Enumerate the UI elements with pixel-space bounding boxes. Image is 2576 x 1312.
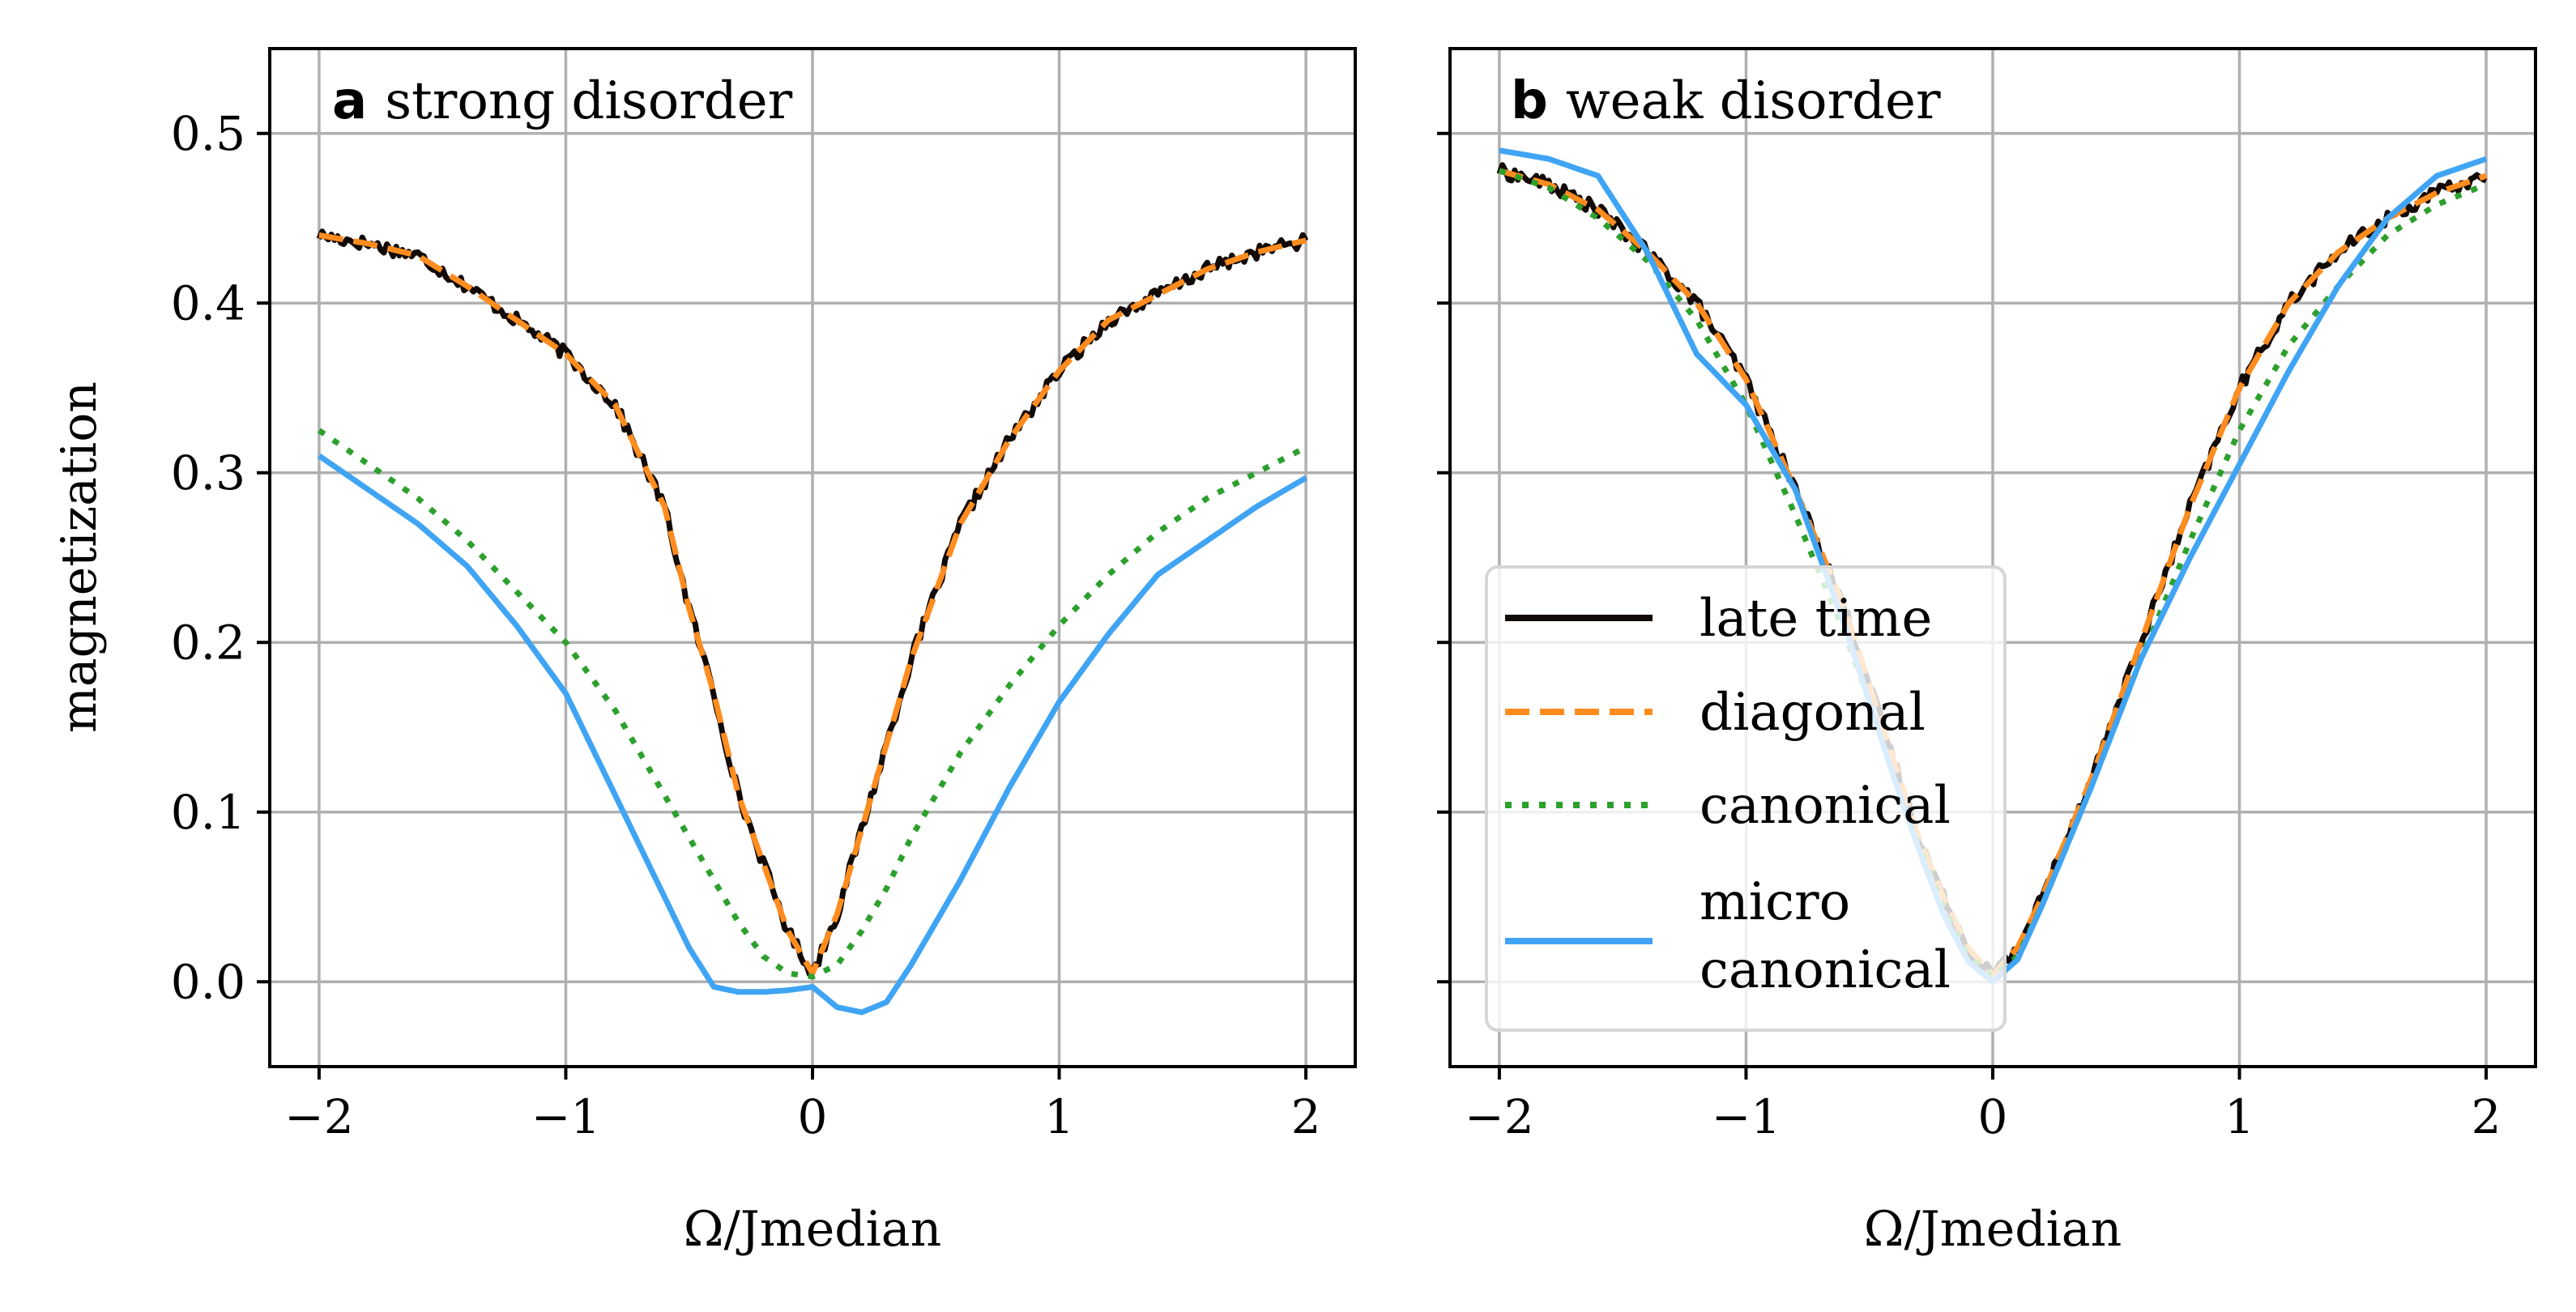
panel-a-series-canonical (317, 428, 1307, 980)
legend-label-late-time: late time (1700, 589, 1932, 649)
legend: late time diagonal canonical micro canon… (1485, 565, 2007, 1032)
panel-b-xlabel: Ω/Jmedian (1864, 1201, 2122, 1258)
panel-b-xtick-label: 2 (2472, 1089, 2501, 1144)
panel-a-ytick-label: 0.2 (171, 615, 245, 670)
panel-a-ytick-label: 0.0 (171, 954, 245, 1009)
panel-a-ytick-label: 0.3 (171, 445, 245, 501)
panel-a-ylabel: magnetization (51, 381, 108, 733)
panel-a-series-diagonal (318, 232, 1307, 977)
panel-a-xlabel: Ω/Jmedian (684, 1201, 941, 1258)
panel-b: −2 −1 0 1 2 b weak disorder Ω/Jmedian late ti… (1437, 47, 2537, 1258)
panel-a: −2 −1 0 1 2 0.0 0.1 0.2 0.3 0.4 0.5 a strong disord… (51, 47, 1357, 1258)
panel-a-xtick-label: 2 (1291, 1089, 1321, 1144)
panel-b-xtick-label: −1 (1712, 1089, 1781, 1144)
legend-label-microcanonical-line2: canonical (1700, 940, 1951, 1000)
panel-b-xtick-label: 1 (2224, 1089, 2254, 1144)
panel-a-ytick-label: 0.1 (171, 785, 245, 840)
panel-a-xtick-label: −2 (284, 1089, 354, 1144)
panel-b-xtick-label: 0 (1978, 1089, 2008, 1144)
panel-b-ticks: −2 −1 0 1 2 (1437, 131, 2501, 1144)
panel-a-ytick-label: 0.4 (171, 275, 245, 330)
panel-a-xtick-label: −1 (531, 1089, 601, 1144)
legend-label-diagonal: diagonal (1700, 683, 1926, 743)
panel-a-series (316, 228, 1309, 1016)
panel-a-ytick-label: 0.5 (171, 106, 245, 161)
panel-a-series-microcanonical (317, 453, 1307, 1016)
panel-b-xtick-label: −2 (1465, 1089, 1534, 1144)
panel-a-grid (270, 49, 1355, 1067)
panel-a-ticks: −2 −1 0 1 2 0.0 0.1 0.2 0.3 0.4 0.5 (171, 106, 1321, 1144)
legend-label-microcanonical-line1: micro (1700, 872, 1850, 932)
panel-a-xtick-label: 1 (1044, 1089, 1074, 1144)
panel-a-title-text: strong disorder (385, 71, 792, 131)
legend-label-canonical: canonical (1700, 776, 1951, 836)
panel-b-title: b weak disorder (1511, 71, 1941, 131)
panel-b-title-text: weak disorder (1566, 71, 1941, 131)
panel-a-letter: a (332, 71, 367, 131)
panel-a-title: a strong disorder (332, 71, 793, 131)
panel-a-xtick-label: 0 (798, 1089, 828, 1144)
legend-box (1485, 565, 2007, 1032)
panel-b-letter: b (1511, 71, 1548, 131)
